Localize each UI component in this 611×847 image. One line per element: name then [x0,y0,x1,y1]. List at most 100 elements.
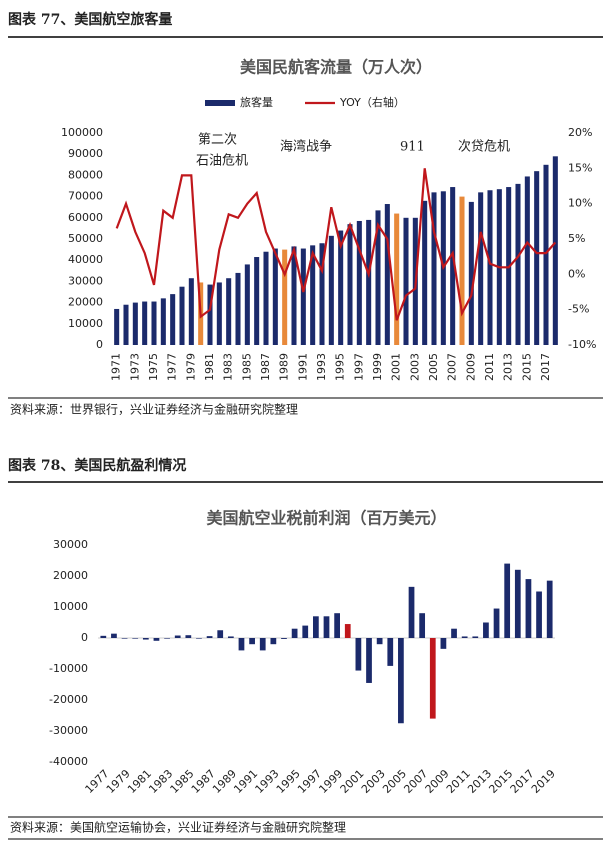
bar [493,608,500,638]
x-tick-label: 2011 [483,353,496,381]
bar [254,257,260,345]
y2-tick-label: 0% [568,267,585,280]
bar [355,638,362,671]
bar [483,622,489,638]
bar [153,638,160,641]
bar [244,264,250,345]
bar [291,246,297,345]
x-tick-label: 1985 [168,767,197,796]
x-tick-label: 2015 [520,353,533,381]
bar [206,636,213,638]
annotation: 石油危机 [196,154,248,169]
bar [270,638,277,645]
bar [459,196,465,345]
x-tick-label: 2009 [464,353,477,381]
x-tick-label: 1991 [296,353,309,381]
x-tick-label: 1989 [278,353,291,381]
annotation: 海湾战争 [280,139,332,155]
x-tick-label: 2017 [539,353,552,381]
x-tick-label: 1983 [222,353,235,381]
bar [132,638,139,639]
y2-tick-label: 20% [568,126,592,139]
bar [142,638,149,640]
x-tick-label: 1995 [274,767,303,796]
bar [440,638,447,649]
bar [111,633,117,638]
bar [344,624,351,638]
x-tick-label: 1999 [371,353,384,381]
x-tick-label: 2003 [408,353,421,381]
annotation: 次贷危机 [458,139,510,155]
bar [408,586,415,638]
bar [398,638,404,724]
bar [450,187,456,345]
bar [356,220,362,345]
x-tick-label: 1993 [315,353,328,381]
bar [536,591,542,638]
legend-swatch [205,100,235,106]
y-tick-label: 20000 [68,296,103,309]
x-tick-label: 1981 [203,353,216,381]
source: 资料来源：美国航空运输协会，兴业证券经济与金融研究院整理 [10,820,346,835]
x-tick-label: 1971 [110,353,123,381]
bar [366,219,372,345]
bar [123,304,129,345]
bar [188,278,194,345]
chart-title: 美国航空业税前利润（百万美元） [206,509,446,528]
y-tick-label: -30000 [49,724,88,737]
bar [334,613,340,638]
x-tick-label: 2013 [465,767,494,796]
bar [338,230,344,345]
x-tick-label: 1995 [334,353,347,381]
bar [487,190,493,345]
x-tick-label: 1987 [259,353,272,381]
x-tick-label: 1973 [128,353,141,381]
y-tick-label: 100000 [61,126,103,139]
x-tick-label: 2011 [444,767,473,796]
x-tick-label: 1997 [295,767,324,796]
y-tick-label: 20000 [53,569,88,582]
bar [227,636,234,638]
bar [179,286,185,345]
y2-tick-label: -10% [568,338,596,351]
chart-title: 美国民航客流量（万人次） [240,58,432,77]
bar [170,294,176,345]
bar [259,638,266,651]
bar [217,630,224,638]
bar [238,638,245,651]
bar [291,628,298,638]
y-tick-label: 80000 [68,168,103,181]
bar [323,616,330,638]
bar [468,201,474,345]
bar [461,636,468,638]
y2-tick-label: 10% [568,197,592,210]
bar [431,192,437,345]
bar [164,638,170,639]
bar [384,204,390,345]
heading: 图表 78、美国民航盈利情况 [8,457,186,474]
y2-tick-label: 15% [568,161,592,174]
bar [515,183,521,345]
y-tick-label: -40000 [49,755,88,768]
x-tick-label: 1979 [104,767,133,796]
bar [403,217,409,345]
bar [552,156,558,345]
x-tick-label: 1989 [210,767,239,796]
bar [302,625,309,638]
x-tick-label: 1997 [352,353,365,381]
bar [319,243,325,345]
bar [472,636,479,638]
x-tick-label: 1975 [147,353,160,381]
heading: 图表 77、美国航空旅客量 [8,11,172,28]
bar [419,613,426,638]
bar [422,200,428,345]
bar [375,210,381,345]
bar [478,192,484,345]
x-tick-label: 2019 [529,767,558,796]
bar [524,176,530,345]
y-tick-label: -20000 [49,693,88,706]
y-tick-label: 60000 [68,211,103,224]
source: 资料来源：世界银行，兴业证券经济与金融研究院整理 [10,402,298,417]
y-tick-label: 10000 [53,600,88,613]
